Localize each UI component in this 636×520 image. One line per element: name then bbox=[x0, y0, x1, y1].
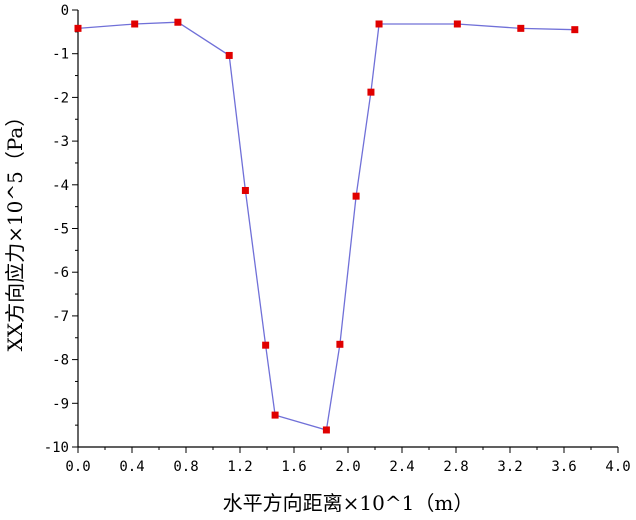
y-tick-label: -9 bbox=[52, 396, 69, 412]
data-point bbox=[517, 24, 525, 32]
data-point bbox=[352, 192, 360, 200]
x-tick-label: 0.8 bbox=[173, 459, 198, 475]
y-tick-label: -5 bbox=[52, 222, 69, 238]
y-tick-label: -6 bbox=[52, 265, 69, 281]
x-tick-label: 2.0 bbox=[335, 459, 360, 475]
x-tick-label: 3.2 bbox=[497, 459, 522, 475]
data-point bbox=[271, 411, 279, 419]
y-tick-label: -4 bbox=[52, 178, 69, 194]
x-tick-label: 0.0 bbox=[65, 459, 90, 475]
y-tick-label: -10 bbox=[44, 440, 69, 456]
series-line bbox=[77, 21, 575, 431]
x-tick-label: 2.8 bbox=[443, 459, 468, 475]
x-tick-label: 1.2 bbox=[227, 459, 252, 475]
data-point bbox=[174, 18, 182, 26]
y-tick-label: -1 bbox=[52, 47, 69, 63]
data-point bbox=[571, 26, 579, 34]
x-tick-label: 0.4 bbox=[119, 459, 144, 475]
data-point bbox=[241, 186, 249, 194]
x-tick-label: 3.6 bbox=[551, 459, 576, 475]
y-axis-ticks: 0 -1 -2 -3 -4 -5 -6 -7 -8 -9 -10 bbox=[44, 3, 78, 456]
y-tick-label: 0 bbox=[61, 3, 69, 19]
axes bbox=[77, 10, 618, 448]
data-point bbox=[262, 341, 270, 349]
y-tick-label: -7 bbox=[52, 309, 69, 325]
y-tick-label: -8 bbox=[52, 353, 69, 369]
plot-area bbox=[74, 18, 579, 434]
data-point bbox=[74, 24, 82, 32]
y-tick-label: -3 bbox=[52, 134, 69, 150]
data-point bbox=[375, 20, 383, 28]
y-axis-title: XX方向应力×10^5（Pa） bbox=[3, 107, 27, 352]
data-point bbox=[453, 20, 461, 28]
x-tick-label: 2.4 bbox=[389, 459, 414, 475]
x-axis-ticks: 0.0 0.4 0.8 1.2 1.6 2.0 2.4 2.8 3.2 3.6 4.0 bbox=[65, 447, 631, 475]
x-tick-label: 1.6 bbox=[281, 459, 306, 475]
x-tick-label: 4.0 bbox=[605, 459, 630, 475]
data-point bbox=[336, 340, 344, 348]
y-tick-label: -2 bbox=[52, 90, 69, 106]
x-axis-title: 水平方向距离×10^1（m） bbox=[223, 491, 474, 515]
data-point bbox=[131, 20, 139, 28]
data-point bbox=[367, 88, 375, 96]
data-point bbox=[322, 426, 330, 434]
data-point bbox=[225, 51, 233, 59]
